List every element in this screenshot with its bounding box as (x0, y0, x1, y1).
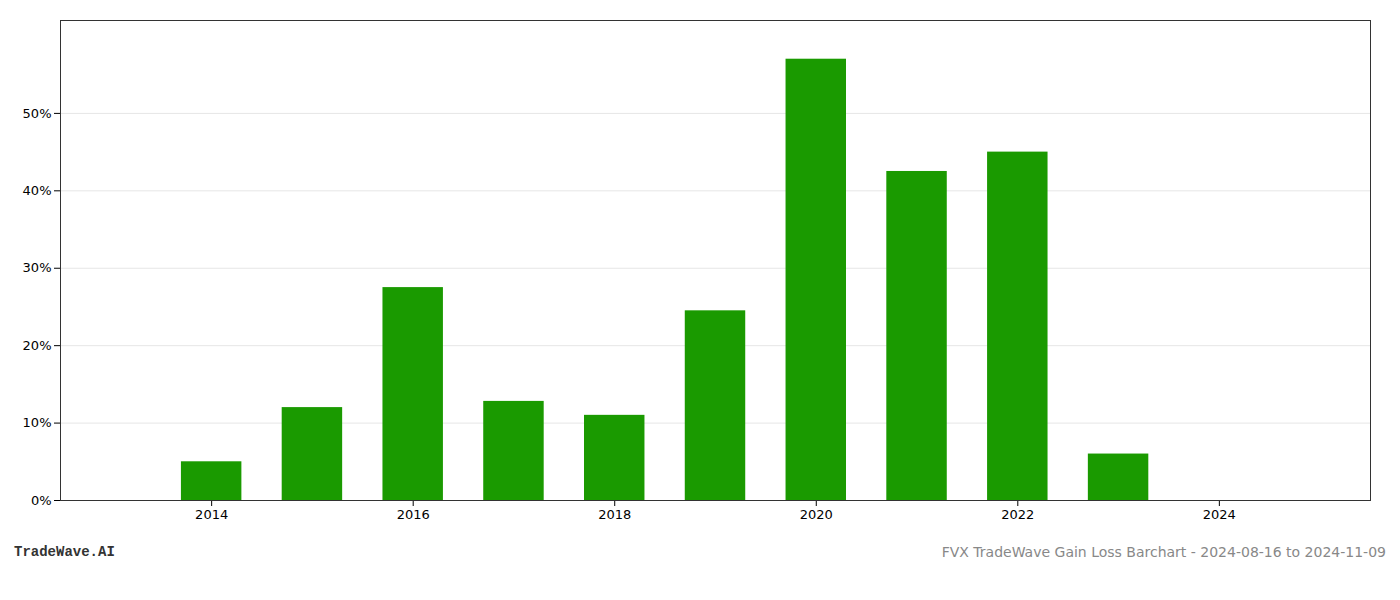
svg-text:40%: 40% (23, 183, 52, 198)
svg-text:20%: 20% (23, 338, 52, 353)
svg-text:2018: 2018 (598, 507, 631, 522)
svg-text:2020: 2020 (800, 507, 833, 522)
svg-text:2022: 2022 (1001, 507, 1034, 522)
svg-text:2024: 2024 (1203, 507, 1236, 522)
svg-text:2016: 2016 (397, 507, 430, 522)
svg-text:10%: 10% (23, 415, 52, 430)
html-text:FVX TradeWave Gain Loss Barcha: FVX TradeWave Gain Loss Barchart - 2024-… (941, 544, 1386, 560)
svg-text:0%: 0% (31, 493, 52, 508)
svg-text:30%: 30% (23, 260, 52, 275)
svg-text:50%: 50% (23, 106, 52, 121)
html-text:TradeWave.AI: TradeWave.AI (14, 544, 115, 560)
svg-text:2014: 2014 (195, 507, 228, 522)
